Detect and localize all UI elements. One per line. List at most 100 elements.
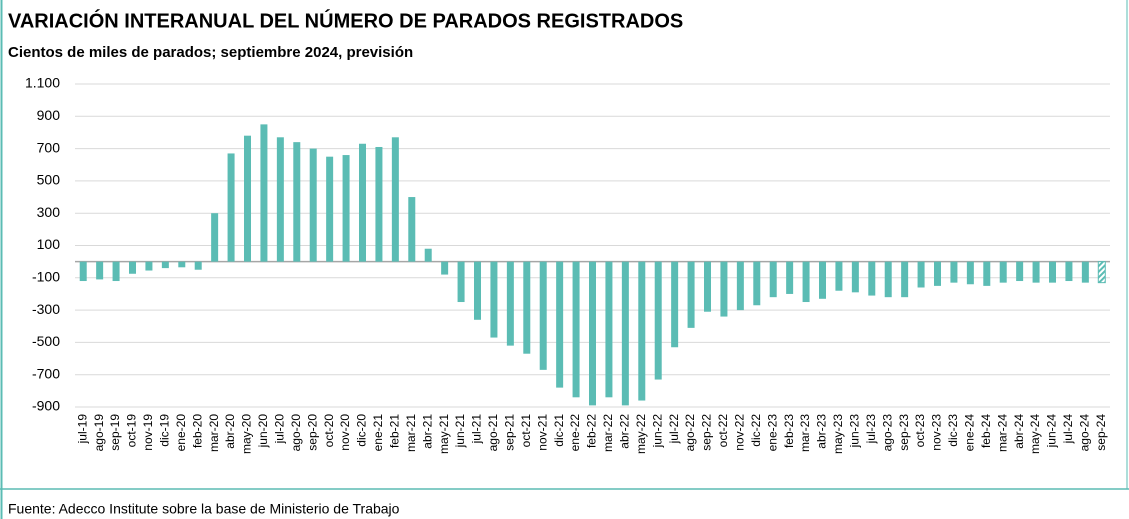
x-tick-label: ago-20 — [289, 414, 303, 452]
bar — [326, 156, 334, 262]
x-tick-label: feb-22 — [585, 414, 599, 448]
x-tick-label: dic-22 — [749, 414, 763, 447]
x-tick-label: jun-24 — [1045, 414, 1059, 449]
x-tick-label: ago-23 — [880, 414, 894, 452]
bar — [589, 261, 596, 406]
bar — [999, 261, 1007, 283]
y-tick-label: 1.100 — [25, 75, 60, 91]
bar — [309, 148, 317, 262]
bar — [638, 261, 646, 401]
x-tick-label: oct-22 — [716, 414, 730, 448]
x-tick-label: ago-21 — [486, 414, 500, 452]
bar — [194, 261, 202, 270]
x-tick-label: abr-24 — [1012, 414, 1026, 449]
x-tick-label: nov-21 — [535, 414, 549, 451]
bar — [1097, 261, 1106, 284]
x-tick-label: ago-22 — [683, 414, 697, 452]
x-tick-label: ene-21 — [371, 414, 385, 452]
bar — [950, 261, 958, 283]
x-tick-label: feb-21 — [388, 414, 402, 448]
bar — [654, 261, 662, 380]
x-tick-label: jul-21 — [470, 414, 484, 445]
bar — [966, 261, 974, 285]
x-tick-label: ago-19 — [92, 414, 106, 452]
bar — [671, 261, 679, 348]
bar — [786, 261, 794, 294]
x-tick-label: jul-24 — [1061, 414, 1075, 445]
x-tick-label: jun-21 — [453, 414, 467, 449]
y-tick-label: -300 — [32, 301, 60, 317]
x-tick-label: feb-24 — [979, 414, 993, 448]
y-tick-label: -900 — [32, 398, 60, 414]
source: Fuente: Adecco Institute sobre la base d… — [8, 501, 400, 517]
bar — [687, 261, 695, 328]
x-tick-label: dic-21 — [552, 414, 566, 447]
bar — [1081, 261, 1089, 283]
x-tick-label: oct-21 — [519, 414, 533, 448]
x-tick-label: feb-20 — [190, 414, 204, 448]
y-tick-label: 700 — [37, 139, 61, 155]
x-tick-label: oct-19 — [125, 414, 139, 448]
x-tick-label: may-20 — [240, 414, 254, 454]
x-tick-label: sep-23 — [897, 414, 911, 451]
bar — [244, 135, 251, 262]
x-tick-label: jul-23 — [864, 414, 878, 445]
bar — [359, 143, 366, 262]
x-tick-label: abr-20 — [223, 414, 237, 449]
bar — [145, 261, 153, 271]
bar — [901, 261, 909, 298]
x-tick-label: ene-20 — [174, 414, 188, 452]
x-tick-label: sep-20 — [305, 414, 319, 451]
bar — [506, 261, 514, 346]
x-tick-label: ene-23 — [765, 414, 779, 452]
x-tick-label: nov-23 — [930, 414, 944, 451]
bar — [523, 261, 531, 354]
bar — [802, 261, 810, 303]
bar — [835, 261, 843, 291]
x-tick-label: nov-19 — [141, 414, 155, 451]
x-tick-label: abr-21 — [420, 414, 434, 449]
bar — [129, 261, 136, 274]
x-tick-label: feb-23 — [782, 414, 796, 448]
chart-title: VARIACIÓN INTERANUAL DEL NÚMERO DE PARAD… — [8, 8, 683, 32]
bar — [276, 137, 284, 262]
x-tick-label: mar-21 — [404, 414, 418, 452]
y-tick-label: -500 — [32, 333, 60, 349]
y-tick-label: 300 — [37, 204, 61, 220]
x-tick-label: dic-20 — [355, 414, 369, 447]
bar — [851, 261, 859, 293]
x-tick-label: ago-24 — [1078, 414, 1092, 452]
x-tick-label: jul-22 — [667, 414, 681, 445]
bar — [621, 261, 629, 406]
x-tick-label: dic-19 — [158, 414, 172, 447]
bar — [424, 248, 432, 262]
x-tick-label: ene-22 — [568, 414, 582, 452]
x-tick-label: oct-23 — [913, 414, 927, 448]
bar — [1016, 261, 1024, 282]
bar — [605, 261, 613, 398]
x-tick-label: abr-22 — [618, 414, 632, 449]
bar — [457, 261, 465, 303]
bar — [408, 197, 416, 262]
x-tick-label: may-23 — [831, 414, 845, 454]
bar — [96, 261, 104, 280]
bar — [753, 261, 761, 306]
bar — [1032, 261, 1040, 283]
bar — [178, 261, 186, 268]
bar — [1049, 261, 1056, 283]
y-tick-label: -700 — [32, 365, 60, 381]
bar — [474, 261, 481, 320]
x-tick-label: jul-19 — [75, 414, 89, 445]
x-tick-label: mar-22 — [601, 414, 615, 452]
bar — [917, 261, 925, 288]
bar — [490, 261, 498, 338]
x-tick-label: sep-24 — [1094, 414, 1108, 451]
y-tick-label: 100 — [37, 236, 61, 252]
bar — [112, 261, 120, 282]
x-tick-label: jul-20 — [273, 414, 287, 445]
bar — [868, 261, 876, 296]
bar — [161, 261, 169, 269]
bar — [391, 137, 399, 262]
bar — [572, 261, 580, 398]
